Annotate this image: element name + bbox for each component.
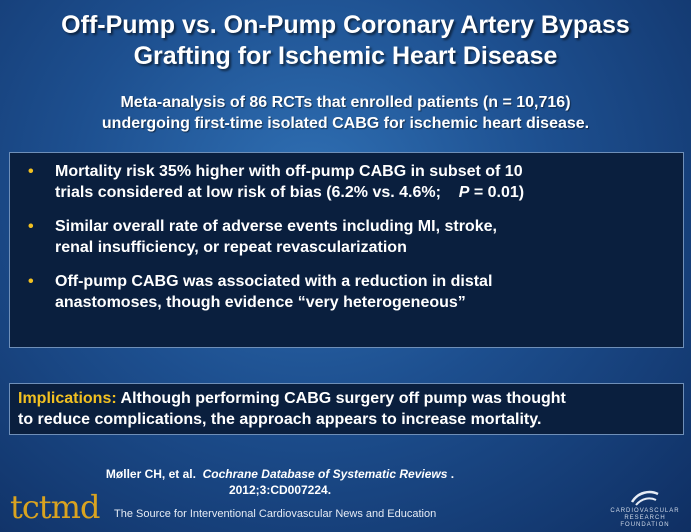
citation-line-1: Møller CH, et al. Cochrane Database of S… <box>0 466 560 482</box>
finding-adverse-events: • Similar overall rate of adverse events… <box>28 216 673 258</box>
finding-line: renal insufficiency, or repeat revascula… <box>55 239 407 256</box>
citation-journal: Cochrane Database of Systematic Reviews <box>202 467 448 481</box>
p-value: = 0.01) <box>473 184 525 201</box>
footer-tagline: The Source for Interventional Cardiovasc… <box>114 508 437 520</box>
finding-line: Similar overall rate of adverse events i… <box>55 218 497 235</box>
slide-title: Off-Pump vs. On-Pump Coronary Artery Byp… <box>0 10 691 72</box>
finding-line: Off-pump CABG was associated with a redu… <box>55 273 493 290</box>
p-value-label: P <box>458 184 470 201</box>
finding-mortality: • Mortality risk 35% higher with off-pum… <box>28 161 673 203</box>
citation-authors: Møller CH, et al. <box>105 467 196 481</box>
title-line-2: Grafting for Ischemic Heart Disease <box>133 42 558 70</box>
citation: Møller CH, et al. Cochrane Database of S… <box>0 466 560 498</box>
citation-end: . <box>450 467 455 481</box>
bullet-marker: • <box>28 163 34 180</box>
implications-box: Implications: Although performing CABG s… <box>9 383 684 435</box>
slide-subtitle: Meta-analysis of 86 RCTs that enrolled p… <box>0 92 691 134</box>
crf-text-2: FOUNDATION <box>620 522 670 528</box>
finding-text: trials considered at low risk of bias (6… <box>55 184 441 201</box>
implications-line-1: Implications: Although performing CABG s… <box>18 388 675 409</box>
implications-label: Implications: <box>18 390 117 407</box>
finding-anastomoses: • Off-pump CABG was associated with a re… <box>28 271 673 313</box>
bullet-marker: • <box>28 218 34 235</box>
crf-swoosh-icon <box>630 490 659 506</box>
findings-box: • Mortality risk 35% higher with off-pum… <box>9 152 684 348</box>
implications-text: Although performing CABG surgery off pum… <box>120 390 566 407</box>
crf-logo: CARDIOVASCULAR RESEARCH FOUNDATION <box>605 488 685 528</box>
citation-line-2: 2012;3:CD007224. <box>228 483 332 497</box>
bullet-marker: • <box>28 273 34 290</box>
tctmd-logo: tctmd <box>10 488 100 526</box>
finding-line: anastomoses, though evidence “very heter… <box>55 294 466 311</box>
implications-line-2: to reduce complications, the approach ap… <box>18 411 542 428</box>
title-line-1: Off-Pump vs. On-Pump Coronary Artery Byp… <box>61 11 630 39</box>
crf-text-1: CARDIOVASCULAR RESEARCH <box>610 508 680 521</box>
subtitle-line-2: undergoing first-time isolated CABG for … <box>101 115 590 132</box>
finding-line: Mortality risk 35% higher with off-pump … <box>55 163 523 180</box>
subtitle-line-1: Meta-analysis of 86 RCTs that enrolled p… <box>120 94 571 111</box>
finding-line: trials considered at low risk of bias (6… <box>55 182 673 203</box>
